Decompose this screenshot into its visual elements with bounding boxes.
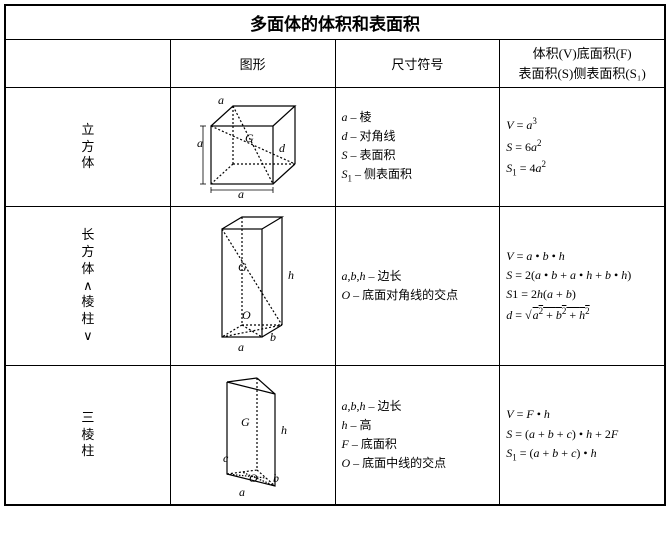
table-row: 长 方 体 ∧ 棱 柱 ∨ (6, 207, 665, 366)
svg-text:h: h (281, 423, 287, 437)
col-header-shape: 图形 (170, 40, 335, 88)
table-row: 立 方 体 a a a (6, 88, 665, 207)
svg-text:b: b (270, 330, 276, 344)
triprism-svg: a b c h G O (183, 370, 323, 500)
cuboid-svg: a b h G O (188, 211, 318, 361)
col-name-blank (6, 40, 171, 88)
svg-text:a: a (197, 136, 203, 150)
svg-text:a: a (238, 187, 244, 201)
svg-text:G: G (241, 415, 250, 429)
row-name-triprism: 三 棱 柱 (6, 366, 171, 505)
svg-text:c: c (223, 451, 229, 465)
col-header-symbol: 尺寸符号 (335, 40, 500, 88)
svg-text:a: a (238, 340, 244, 354)
diagram-cuboid: a b h G O (170, 207, 335, 366)
diagram-cube: a a a d G (170, 88, 335, 207)
svg-text:a: a (218, 93, 224, 107)
svg-text:O: O (249, 471, 258, 485)
row-name-cuboid: 长 方 体 ∧ 棱 柱 ∨ (6, 207, 171, 366)
svg-text:G: G (238, 260, 247, 274)
polyhedra-table: 多面体的体积和表面积 图形 尺寸符号 体积(V)底面积(F) 表面积(S)侧表面… (5, 5, 665, 505)
svg-text:G: G (245, 131, 254, 145)
diagram-triangular-prism: a b c h G O (170, 366, 335, 505)
table-row: 三 棱 柱 a b c h (6, 366, 665, 505)
svg-text:d: d (279, 141, 286, 155)
formulas-cube: V = a3 S = 6a2 S1 = 4a2 (500, 88, 665, 207)
svg-text:O: O (242, 308, 251, 322)
cube-svg: a a a d G (183, 92, 323, 202)
svg-text:h: h (288, 268, 294, 282)
table-title: 多面体的体积和表面积 (6, 6, 665, 40)
svg-text:b: b (273, 471, 279, 485)
svg-text:a: a (239, 485, 245, 499)
row-name-cube: 立 方 体 (6, 88, 171, 207)
symbols-cuboid: a,b,h – 边长 O – 底面对角线的交点 (335, 207, 500, 366)
symbols-cube: a – 棱 d – 对角线 S – 表面积 S1 – 侧表面积 (335, 88, 500, 207)
formulas-triprism: V = F • h S = (a + b + c) • h + 2F S1 = … (500, 366, 665, 505)
col-header-formula: 体积(V)底面积(F) 表面积(S)侧表面积(S₁) (500, 40, 665, 88)
symbols-triprism: a,b,h – 边长 h – 高 F – 底面积 O – 底面中线的交点 (335, 366, 500, 505)
formulas-cuboid: V = a • b • h S = 2(a • b + a • h + b • … (500, 207, 665, 366)
